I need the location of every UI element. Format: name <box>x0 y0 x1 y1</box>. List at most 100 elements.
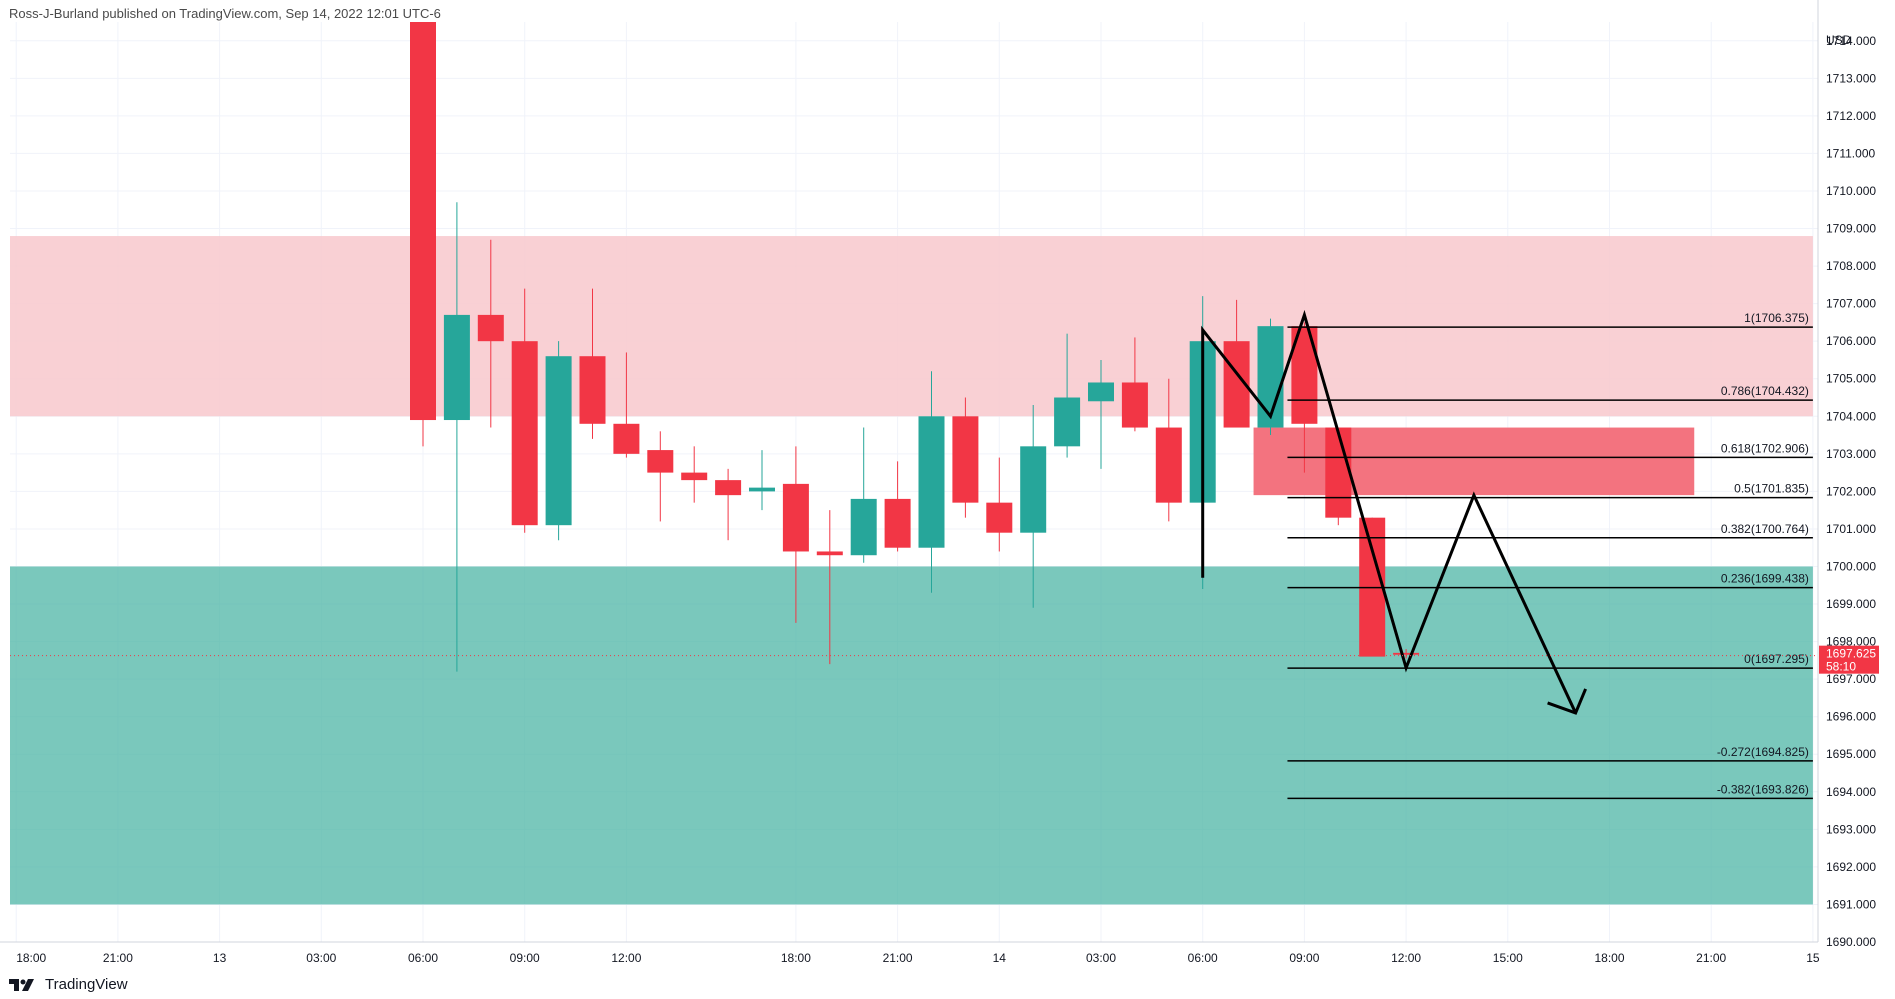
candle <box>918 371 945 593</box>
candle-body <box>511 341 538 526</box>
price-tick-label: 1707.000 <box>1826 297 1876 311</box>
candle-body <box>1020 446 1047 533</box>
fib-level-label: 0(1697.295) <box>1744 652 1809 666</box>
time-tick-label: 15:00 <box>1493 951 1523 965</box>
current-price-countdown: 58:10 <box>1826 660 1856 674</box>
price-tick-label: 1704.000 <box>1826 409 1876 423</box>
fib-level-label: 1(1706.375) <box>1744 311 1809 325</box>
candle-body <box>986 502 1013 533</box>
candle <box>579 288 606 439</box>
candle <box>884 461 911 552</box>
candle <box>410 22 436 447</box>
tradingview-logo-text: TradingView <box>45 976 128 993</box>
fib-level-label: -0.272(1694.825) <box>1717 745 1809 759</box>
candle-body <box>545 356 572 526</box>
price-tick-label: 1713.000 <box>1826 71 1876 85</box>
time-tick-label: 18:00 <box>16 951 46 965</box>
publish-info: Ross-J-Burland published on TradingView.… <box>9 6 441 21</box>
time-tick-label: 18:00 <box>1594 951 1624 965</box>
candle <box>1325 427 1352 526</box>
price-tick-label: 1702.000 <box>1826 484 1876 498</box>
candle <box>647 431 674 522</box>
time-tick-label: 21:00 <box>103 951 133 965</box>
fvg-zone <box>1253 427 1695 496</box>
candle <box>1020 405 1047 608</box>
price-tick-label: 1694.000 <box>1826 785 1876 799</box>
candle-body <box>952 416 979 503</box>
candle-body <box>1088 382 1114 402</box>
candle-body <box>1054 397 1081 447</box>
candle-body <box>410 22 436 421</box>
candle-body <box>715 480 742 496</box>
price-tick-label: 1692.000 <box>1826 860 1876 874</box>
candle-body <box>477 314 504 342</box>
candle <box>1155 378 1182 522</box>
time-tick-label: 18:00 <box>781 951 811 965</box>
fib-level-label: 0.382(1700.764) <box>1721 522 1809 536</box>
price-tick-label: 1714.000 <box>1826 34 1876 48</box>
tradingview-logo[interactable]: TradingView <box>9 976 128 993</box>
candle-body <box>749 487 775 492</box>
price-tick-label: 1697.000 <box>1826 672 1876 686</box>
candle-body <box>443 314 470 421</box>
current-price-tag-bg <box>1819 645 1879 674</box>
time-tick-label: 14 <box>993 951 1007 965</box>
candle <box>715 468 742 541</box>
time-tick-label: 12:00 <box>1391 951 1421 965</box>
time-tick-label: 06:00 <box>408 951 438 965</box>
price-tick-label: 1708.000 <box>1826 259 1876 273</box>
price-tick-label: 1712.000 <box>1826 109 1876 123</box>
candle <box>749 450 775 511</box>
candle-body <box>1393 652 1420 655</box>
candle-body <box>1325 427 1352 518</box>
time-tick-label: 21:00 <box>1696 951 1726 965</box>
candle <box>850 427 877 563</box>
time-tick-label: 03:00 <box>1086 951 1116 965</box>
candle-body <box>613 423 640 454</box>
price-tick-label: 1700.000 <box>1826 559 1876 573</box>
candle <box>952 397 979 518</box>
time-tick-label: 06:00 <box>1188 951 1218 965</box>
price-tick-label: 1710.000 <box>1826 184 1876 198</box>
price-tick-label: 1693.000 <box>1826 822 1876 836</box>
time-tick-label: 13 <box>213 951 227 965</box>
candle-body <box>816 551 843 556</box>
fib-level-label: 0.5(1701.835) <box>1734 482 1809 496</box>
price-tick-label: 1699.000 <box>1826 597 1876 611</box>
candle <box>511 288 538 533</box>
supply-zone <box>10 236 1813 417</box>
projection-arrowhead <box>1547 688 1587 715</box>
candle-body <box>884 498 911 548</box>
candle <box>1121 337 1148 432</box>
time-tick-label: 03:00 <box>306 951 336 965</box>
candle <box>545 341 572 541</box>
price-tick-label: 1709.000 <box>1826 222 1876 236</box>
price-tick-label: 1691.000 <box>1826 897 1876 911</box>
demand-zone <box>10 566 1813 905</box>
projection-path <box>1201 309 1577 714</box>
price-tick-label: 1706.000 <box>1826 334 1876 348</box>
candle <box>782 446 809 623</box>
price-tick-label: 1690.000 <box>1826 935 1876 949</box>
candle-body <box>782 483 809 552</box>
candle-body <box>1257 326 1284 428</box>
time-tick-label: 12:00 <box>611 951 641 965</box>
candle <box>986 457 1013 552</box>
price-tick-label: 1696.000 <box>1826 710 1876 724</box>
candle <box>613 352 640 458</box>
fib-level-label: 0.236(1699.438) <box>1721 572 1809 586</box>
candle-body <box>850 498 877 556</box>
tradingview-logo-icon <box>9 978 34 991</box>
candle-body <box>918 416 945 548</box>
time-tick-label: 15 <box>1806 951 1820 965</box>
candle <box>443 202 470 672</box>
price-tick-label: 1711.000 <box>1826 146 1875 160</box>
current-price-value: 1697.625 <box>1826 647 1876 661</box>
fib-level-label: 0.786(1704.432) <box>1721 384 1809 398</box>
price-tick-label: 1698.000 <box>1826 635 1876 649</box>
price-tick-label: 1701.000 <box>1826 522 1876 536</box>
candle <box>477 239 504 428</box>
candle <box>816 510 843 665</box>
price-tick-label: 1695.000 <box>1826 747 1876 761</box>
